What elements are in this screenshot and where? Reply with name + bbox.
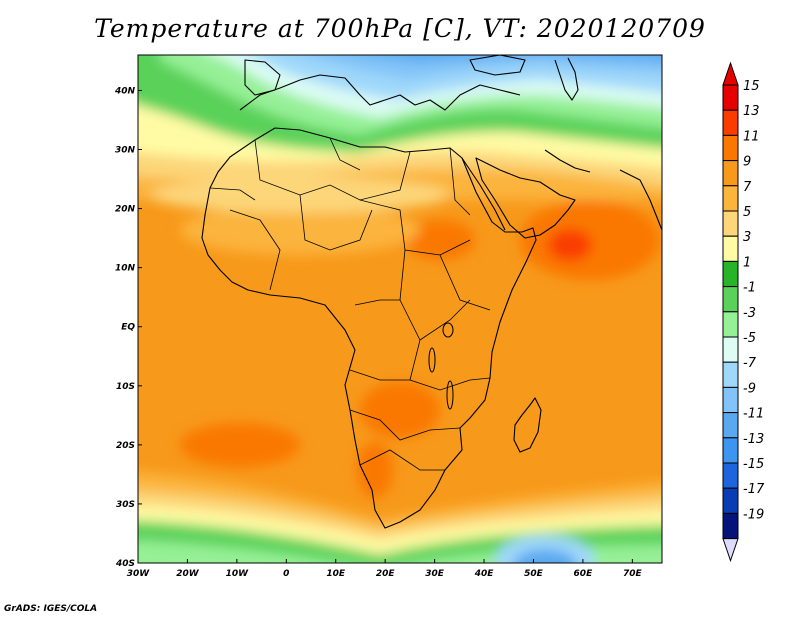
colorbar-swatch: [722, 109, 739, 136]
y-tick-label: 20S: [116, 441, 135, 451]
black-sea: [469, 55, 526, 76]
colorbar-swatch: [722, 84, 739, 111]
x-tick-label: 20E: [376, 569, 396, 579]
africa-coastline: [201, 127, 537, 529]
x-tick-label: 50E: [524, 569, 544, 579]
y-tick-label: 40N: [114, 86, 136, 96]
colorbar-label: -1: [743, 281, 756, 296]
x-tick-label: 30W: [127, 569, 151, 579]
colorbar-label: 9: [743, 155, 751, 170]
colorbar-label: -9: [743, 381, 756, 396]
colorbar-swatch: [722, 361, 739, 388]
iberia: [244, 59, 281, 96]
y-tick-label: 20N: [115, 205, 136, 215]
colorbar-swatch: [722, 412, 739, 439]
colorbar-swatch: [722, 487, 739, 514]
colorbar-swatch: [722, 462, 739, 489]
colorbar-swatch: [722, 336, 739, 363]
colorbar-label: 5: [743, 205, 751, 220]
colorbar-label: 1: [743, 255, 751, 270]
colorbar-label: -13: [743, 432, 764, 447]
grads-credit: GrADS: IGES/COLA: [4, 604, 98, 614]
x-tick-label: 30E: [425, 569, 445, 579]
colorbar-swatch: [722, 437, 739, 464]
caspian: [554, 57, 579, 101]
india-coast: [619, 169, 662, 231]
y-axis: 40N 30N 20N 10N EQ 10S 20S 30S 40S: [114, 86, 142, 569]
colorbar-label: 15: [743, 79, 760, 94]
y-tick-label: 30S: [116, 500, 135, 510]
colorbar: 15 13 11 9 7 5 3 1 -1 -3 -5 -7 -9 -11 -13 -15 -17 -19: [722, 61, 765, 563]
colorbar-swatch: [722, 134, 739, 162]
colorbar-swatch: [722, 210, 739, 237]
y-tick-label: 10S: [116, 382, 135, 392]
x-tick-label: 20W: [176, 569, 200, 579]
colorbar-label: 11: [743, 129, 760, 144]
colorbar-bottom-cap: [722, 538, 739, 563]
x-axis: 30W 20W 10W 0 10E 20E 30E 40E 50E 60E 70E: [127, 559, 643, 579]
x-tick-label: 60E: [574, 569, 594, 579]
coastlines: [201, 55, 662, 529]
x-tick-label: 10W: [226, 569, 250, 579]
colorbar-label: 7: [743, 180, 752, 195]
colorbar-label: -15: [743, 457, 764, 472]
colorbar-swatch: [722, 512, 739, 540]
madagascar: [513, 397, 542, 453]
y-tick-label: 10N: [115, 264, 136, 274]
y-tick-label: 30N: [115, 146, 136, 156]
arabian-peninsula: [475, 157, 576, 239]
persian-gulf: [544, 149, 591, 173]
colorbar-label: -11: [743, 407, 764, 422]
red-sea: [461, 157, 506, 231]
colorbar-label: -7: [743, 356, 757, 371]
temperature-field: [138, 55, 662, 563]
colorbar-swatch: [722, 185, 739, 212]
country-borders: [209, 137, 491, 471]
colorbar-label: -19: [743, 507, 764, 522]
x-tick-label: 70E: [623, 569, 643, 579]
colorbar-label: 13: [743, 104, 760, 119]
lakes: [428, 322, 454, 410]
colorbar-swatch: [722, 286, 739, 313]
colorbar-label: -3: [743, 306, 756, 321]
colorbar-swatch: [722, 311, 739, 338]
colorbar-swatch: [722, 160, 739, 187]
plot-frame: [137, 54, 663, 564]
colorbar-label: -17: [743, 482, 765, 497]
colorbar-swatch: [722, 235, 739, 262]
colorbar-label: 3: [743, 230, 751, 245]
mediterranean-north: [239, 74, 521, 111]
colorbar-label: -5: [743, 331, 756, 346]
colorbar-swatch: [722, 386, 739, 414]
y-tick-label: EQ: [121, 323, 135, 333]
map-title: Temperature at 700hPa [C], VT: 202012070…: [94, 14, 706, 43]
colorbar-swatch: [722, 260, 739, 288]
x-tick-label: 40E: [474, 569, 495, 579]
x-tick-label: 0: [283, 569, 289, 579]
x-tick-label: 10E: [326, 569, 346, 579]
colorbar-top-cap: [722, 61, 739, 86]
y-tick-label: 40S: [115, 559, 135, 569]
